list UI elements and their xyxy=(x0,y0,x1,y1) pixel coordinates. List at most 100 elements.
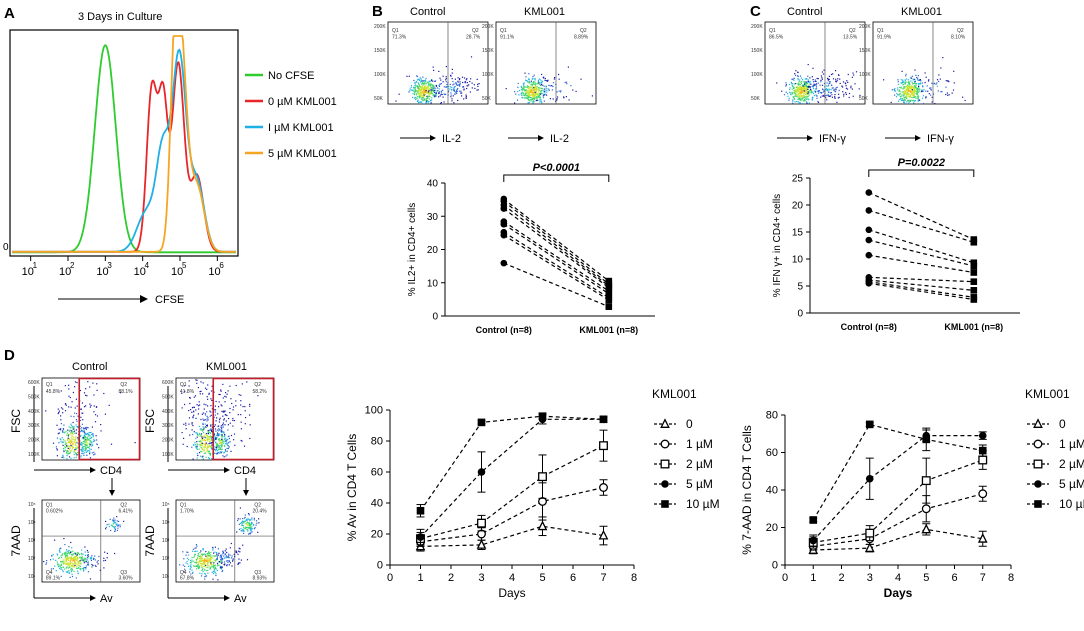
flow-event xyxy=(826,89,829,91)
flow-event xyxy=(442,75,444,77)
flow-event xyxy=(903,102,905,104)
flow-event xyxy=(59,551,61,553)
flow-event xyxy=(470,78,472,80)
paired-line-4 xyxy=(868,254,974,274)
flow-event xyxy=(94,564,96,566)
flow-event xyxy=(201,429,204,431)
flow-event xyxy=(208,438,210,441)
flow-event xyxy=(452,84,454,86)
flow-event xyxy=(110,443,113,445)
flow-event xyxy=(76,565,78,567)
flow-event xyxy=(97,563,99,565)
flow-event xyxy=(196,382,198,384)
flow-event xyxy=(421,85,423,87)
flow-event xyxy=(474,87,476,89)
flow-event xyxy=(899,95,901,98)
flow-event xyxy=(462,81,464,84)
flow-event xyxy=(801,92,803,94)
flow-event xyxy=(425,96,427,98)
flow-event xyxy=(200,441,202,443)
flow-event xyxy=(221,439,223,441)
flow-event xyxy=(915,97,917,99)
flow-title: KML001 xyxy=(524,6,565,18)
flow-event xyxy=(439,90,441,93)
flow-event xyxy=(56,553,58,555)
flow-event xyxy=(214,440,216,442)
flow-event xyxy=(425,85,427,87)
flow-event xyxy=(211,430,213,432)
flow-event xyxy=(945,86,947,88)
flow-event xyxy=(210,446,213,448)
flow-event xyxy=(900,91,902,93)
flow-event xyxy=(828,82,830,84)
flow-event xyxy=(73,570,75,572)
flow-event xyxy=(68,456,71,458)
flow-event xyxy=(198,568,200,570)
flow-event xyxy=(829,95,831,97)
flow-event xyxy=(794,95,796,97)
flow-event xyxy=(537,81,539,83)
flow-event xyxy=(78,553,80,555)
flow-event xyxy=(201,557,203,560)
flow-event xyxy=(469,80,471,83)
flow-event xyxy=(77,446,79,448)
flow-event xyxy=(82,568,84,570)
flow-event xyxy=(211,431,213,433)
flow-event xyxy=(114,529,116,531)
legend-label-2: 2 µM xyxy=(686,457,713,471)
flow-event xyxy=(75,563,77,565)
flow-event xyxy=(917,90,919,92)
flow-event xyxy=(60,419,62,421)
flow-plots-bc: ControlQ171.3%Q228.7%200K150K100K50KIL-2… xyxy=(374,6,974,145)
flow-event xyxy=(912,94,914,96)
flow-event xyxy=(917,77,919,79)
flow-event xyxy=(82,442,84,444)
flow-event xyxy=(231,555,233,557)
flow-event xyxy=(72,433,74,435)
flow-event xyxy=(445,66,447,68)
flow-event xyxy=(86,549,88,552)
flow-event xyxy=(534,85,536,87)
flow-event xyxy=(225,440,227,442)
flow-event xyxy=(805,88,807,90)
flow-event xyxy=(204,558,206,560)
flow-event xyxy=(214,436,216,438)
flow-event xyxy=(413,86,415,88)
flow-event xyxy=(71,430,73,432)
flow-event xyxy=(427,82,429,84)
flow-event xyxy=(182,443,184,445)
flow-event xyxy=(781,90,783,92)
flow-event xyxy=(90,559,92,562)
flow-event xyxy=(72,443,74,445)
flow-event xyxy=(69,560,71,562)
flow-event xyxy=(210,563,213,566)
flow-event xyxy=(114,530,116,532)
flow-event xyxy=(208,552,210,554)
flow-event xyxy=(82,419,84,421)
flow-quadrant-label: 88.1% xyxy=(118,389,133,395)
flow-event xyxy=(80,562,82,564)
flow-event xyxy=(563,97,565,99)
flow-event xyxy=(799,93,801,95)
flow-event xyxy=(241,383,243,385)
flow-event xyxy=(200,450,202,453)
flow-event xyxy=(478,83,480,85)
flow-event xyxy=(918,96,920,98)
flow-event xyxy=(85,439,87,441)
flow-event xyxy=(72,564,74,566)
flow-event xyxy=(830,92,832,94)
flow-event xyxy=(448,85,450,88)
flow-event xyxy=(802,98,804,100)
flow-event xyxy=(85,566,87,568)
flow-event xyxy=(70,554,73,556)
flow-event xyxy=(195,566,197,568)
paired-line-3 xyxy=(503,208,610,289)
flow-event xyxy=(416,97,418,100)
flow-event xyxy=(461,95,463,97)
flow-event xyxy=(83,431,85,433)
flow-event xyxy=(72,562,74,564)
flow-event xyxy=(803,100,805,102)
flow-event xyxy=(907,89,909,91)
flow-event xyxy=(813,84,815,87)
flow-event xyxy=(81,450,83,452)
